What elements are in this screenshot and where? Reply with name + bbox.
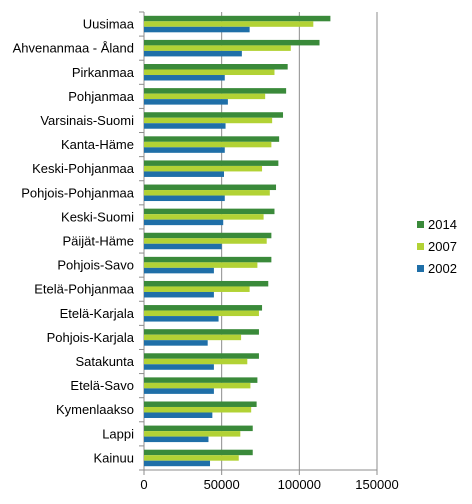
bar-2007 <box>144 165 263 172</box>
bar-2007 <box>144 117 273 124</box>
bar-2002 <box>144 388 214 394</box>
category-label: Lappi <box>102 426 134 441</box>
bar-2002 <box>144 460 211 467</box>
category-label: Keski-Suomi <box>61 209 134 224</box>
category-label: Etelä-Karjala <box>60 306 135 321</box>
bar-2007 <box>144 214 264 220</box>
legend-label: 2002 <box>428 261 457 276</box>
bar-2007 <box>144 238 267 244</box>
bar-2014 <box>144 401 257 407</box>
category-label: Uusimaa <box>83 17 135 32</box>
category-label: Ahvenanmaa - Åland <box>13 41 134 56</box>
legend-label: 2014 <box>428 217 457 232</box>
bar-2014 <box>144 305 263 311</box>
bar-2002 <box>144 99 228 105</box>
bar-2002 <box>144 436 209 443</box>
category-label: Keski-Pohjanmaa <box>32 161 135 176</box>
x-tick-label: 0 <box>140 477 147 492</box>
bar-2014 <box>144 88 287 94</box>
bar-2002 <box>144 291 214 298</box>
bar-2014 <box>144 184 277 191</box>
bar-2007 <box>144 93 266 100</box>
category-label: Etelä-Pohjanmaa <box>34 282 134 297</box>
bar-2002 <box>144 340 208 346</box>
x-tick-label: 150000 <box>355 477 398 492</box>
category-label: Kymenlaakso <box>56 402 134 417</box>
bar-2007 <box>144 382 251 389</box>
bar-2002 <box>144 147 225 153</box>
bar-2014 <box>144 329 259 335</box>
bars <box>144 15 331 467</box>
bar-2002 <box>144 316 219 322</box>
bar-2002 <box>144 219 224 226</box>
bar-2014 <box>144 353 259 359</box>
legend: 2014 2007 2002 <box>417 217 457 276</box>
bar-2014 <box>144 208 275 215</box>
y-axis-categories: Uusimaa Ahvenanmaa - Åland Pirkanmaa Pohjan… <box>13 11 144 471</box>
bar-2007 <box>144 286 250 292</box>
legend-swatch-2007 <box>417 243 424 250</box>
bar-2014 <box>144 449 253 456</box>
bar-2007 <box>144 310 259 317</box>
bar-2002 <box>144 50 242 57</box>
bar-2014 <box>144 39 320 46</box>
bar-2002 <box>144 195 225 202</box>
bar-2014 <box>144 112 284 118</box>
category-label: Etelä-Savo <box>70 378 134 393</box>
category-label: Kanta-Häme <box>61 137 134 152</box>
bar-2014 <box>144 256 272 263</box>
bar-2007 <box>144 358 248 365</box>
bar-2014 <box>144 160 279 166</box>
bar-2014 <box>144 377 258 383</box>
category-label: Pohjois-Savo <box>57 258 134 273</box>
bar-2014 <box>144 136 280 142</box>
bar-2002 <box>144 267 214 274</box>
bar-2007 <box>144 45 291 51</box>
bar-2002 <box>144 26 250 33</box>
bar-2014 <box>144 64 288 70</box>
bar-2007 <box>144 190 270 196</box>
legend-label: 2007 <box>428 239 457 254</box>
x-tick-label: 50000 <box>204 477 240 492</box>
bar-2002 <box>144 243 222 250</box>
category-label: Pohjois-Karjala <box>47 330 135 345</box>
bar-2002 <box>144 364 214 370</box>
bar-2014 <box>144 232 272 239</box>
legend-swatch-2002 <box>417 265 424 272</box>
bar-2007 <box>144 21 314 27</box>
legend-swatch-2014 <box>417 221 424 228</box>
bar-2014 <box>144 280 269 287</box>
category-label: Kainuu <box>94 450 134 465</box>
bar-2002 <box>144 123 226 129</box>
bar-2007 <box>144 262 258 268</box>
bar-2007 <box>144 431 241 437</box>
bar-2002 <box>144 75 225 81</box>
bar-2002 <box>144 412 213 418</box>
x-axis-ticks: 0 50000 100000 150000 <box>140 470 399 492</box>
x-tick-label: 100000 <box>278 477 321 492</box>
category-label: Satakunta <box>75 354 134 369</box>
bar-2007 <box>144 141 272 148</box>
category-label: Päijät-Häme <box>62 234 134 249</box>
bar-2014 <box>144 15 331 22</box>
bar-2007 <box>144 406 252 413</box>
bar-2007 <box>144 455 239 461</box>
bar-2007 <box>144 334 242 341</box>
category-label: Pohjois-Pohjanmaa <box>21 185 135 200</box>
category-label: Pohjanmaa <box>68 89 135 104</box>
bar-2014 <box>144 425 253 432</box>
bar-2007 <box>144 69 275 76</box>
category-label: Varsinais-Suomi <box>40 113 134 128</box>
category-label: Pirkanmaa <box>72 65 135 80</box>
bar-2002 <box>144 171 224 177</box>
